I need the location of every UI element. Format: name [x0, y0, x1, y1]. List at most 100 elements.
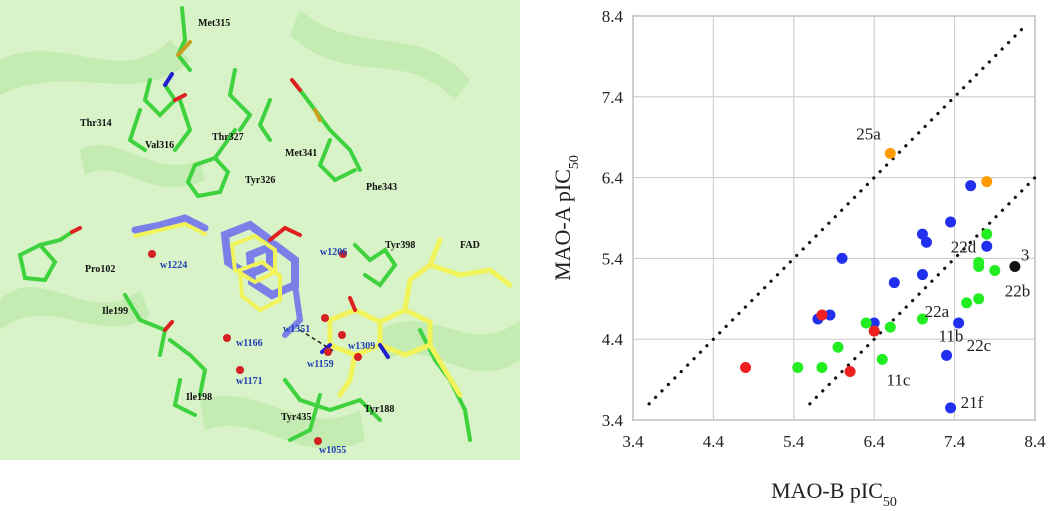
data-point [860, 317, 872, 329]
x-tick-label: 5.4 [783, 432, 805, 451]
residue-label: Met315 [198, 18, 230, 29]
residue-label: Tyr398 [385, 240, 415, 251]
water-sphere [236, 366, 244, 374]
data-point [824, 309, 836, 321]
point-label: 22d [951, 237, 977, 256]
water-label: w1166 [236, 338, 263, 349]
x-tick-label: 6.4 [864, 432, 886, 451]
point-label: 21f [961, 393, 984, 412]
residue-label: Thr314 [80, 118, 112, 129]
data-point [868, 317, 880, 329]
data-point [888, 277, 900, 289]
y-tick-label: 5.4 [602, 249, 624, 268]
ligand-sticks [131, 214, 304, 338]
water-label: w1055 [319, 445, 346, 456]
point-label: 11b [939, 326, 964, 345]
data-point [740, 361, 752, 373]
water-sphere [338, 331, 346, 339]
data-point [836, 252, 848, 264]
y-tick-labels: 3.4 4.4 5.4 6.4 7.4 8.4 [602, 7, 624, 430]
residue-label: FAD [460, 240, 480, 251]
x-tick-label: 3.4 [622, 432, 644, 451]
y-tick-label: 4.4 [602, 330, 624, 349]
data-point [844, 366, 856, 378]
reference-lines [647, 22, 1037, 406]
data-point [884, 147, 896, 159]
point-label: 22c [967, 336, 992, 355]
data-point [945, 216, 957, 228]
scatter-chart-panel: 25a 3 22d 22b 22a 22c 11b 11c 21f 3.4 4.4 5.4 6.4 7.… [530, 0, 1050, 510]
point-label: 25a [856, 124, 881, 143]
residue-label: Tyr435 [281, 412, 311, 423]
point-label: 11c [887, 370, 911, 389]
residue-label: Tyr188 [364, 404, 394, 415]
water-sphere [148, 250, 156, 258]
x-tick-label: 7.4 [944, 432, 966, 451]
data-point [981, 228, 993, 240]
water-sphere [223, 334, 231, 342]
water-label: w1206 [320, 247, 347, 258]
grid-lines [632, 15, 1036, 421]
data-point [981, 240, 993, 252]
water-label: w1309 [348, 341, 375, 352]
x-tick-label: 4.4 [703, 432, 725, 451]
water-sphere [324, 348, 332, 356]
residue-label: Phe343 [366, 182, 397, 193]
residue-label: Met341 [285, 148, 317, 159]
data-point [916, 269, 928, 281]
residue-label: Tyr326 [245, 175, 275, 186]
y-tick-label: 6.4 [602, 169, 624, 188]
data-point [989, 265, 1001, 277]
data-point [792, 361, 804, 373]
protein-sticks [17, 6, 472, 442]
water-label: w1171 [236, 376, 263, 387]
data-point [884, 321, 896, 333]
x-axis-label-text: MAO-B pIC [771, 478, 883, 503]
water-sphere [321, 314, 329, 322]
binding-site-image: Met315 Thr314 Val316 Thr327 Met341 Tyr32… [0, 0, 520, 460]
y-axis-label-subscript: 50 [567, 155, 582, 169]
structure-panel: Met315 Thr314 Val316 Thr327 Met341 Tyr32… [0, 0, 520, 460]
water-sphere [314, 437, 322, 445]
residue-label: Ile199 [102, 306, 128, 317]
residue-labels: Met315 Thr314 Val316 Thr327 Met341 Tyr32… [80, 18, 480, 423]
water-sphere [354, 353, 362, 361]
residue-label: Ile198 [186, 392, 212, 403]
water-labels: w1224 w1206 w1351 w1166 w1309 w1159 w117… [160, 247, 375, 456]
data-point [816, 309, 828, 321]
point-label: 22b [1005, 282, 1031, 301]
water-sphere [339, 250, 347, 258]
data-point [1009, 260, 1021, 272]
data-point [945, 402, 957, 414]
water-label: w1159 [307, 359, 334, 370]
water-molecules [148, 250, 362, 445]
data-point [916, 313, 928, 325]
x-tick-label: 8.4 [1024, 432, 1046, 451]
data-point [973, 293, 985, 305]
residue-label: Val316 [145, 140, 174, 151]
water-label: w1351 [283, 324, 310, 335]
reference-line [647, 22, 1029, 406]
data-points [740, 147, 1021, 414]
y-axis-label: MAO-A pIC50 [550, 155, 582, 281]
data-point [953, 317, 965, 329]
data-point [981, 176, 993, 188]
heteroatom-sticks [70, 40, 390, 359]
data-point [816, 361, 828, 373]
data-point [868, 325, 880, 337]
data-point [876, 353, 888, 365]
data-point [920, 236, 932, 248]
water-label: w1224 [160, 260, 187, 271]
y-axis-label-text: MAO-A pIC [550, 169, 575, 281]
x-axis-label: MAO-B pIC50 [771, 478, 897, 506]
data-point [941, 349, 953, 361]
y-tick-label: 8.4 [602, 7, 624, 26]
reference-line [808, 176, 1037, 406]
x-tick-labels: 3.4 4.4 5.4 6.4 7.4 8.4 [622, 432, 1046, 451]
y-tick-label: 7.4 [602, 88, 624, 107]
data-point [973, 260, 985, 272]
residue-label: Pro102 [85, 264, 115, 275]
data-point [961, 297, 973, 309]
